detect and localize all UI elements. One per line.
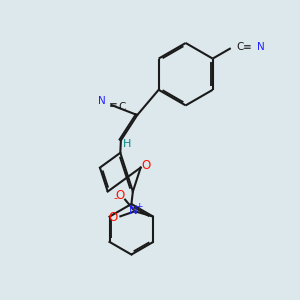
Text: +: +: [135, 202, 142, 211]
Text: C: C: [118, 102, 125, 112]
Text: N: N: [129, 204, 138, 217]
Text: ≡: ≡: [109, 100, 117, 110]
Text: H: H: [123, 139, 132, 149]
Text: -: -: [113, 193, 118, 203]
Text: O: O: [116, 189, 125, 202]
Text: O: O: [141, 159, 150, 172]
Text: O: O: [109, 211, 118, 224]
Text: C: C: [236, 42, 243, 52]
Text: N: N: [98, 96, 105, 106]
Text: ≡: ≡: [243, 42, 252, 52]
Text: N: N: [257, 42, 265, 52]
